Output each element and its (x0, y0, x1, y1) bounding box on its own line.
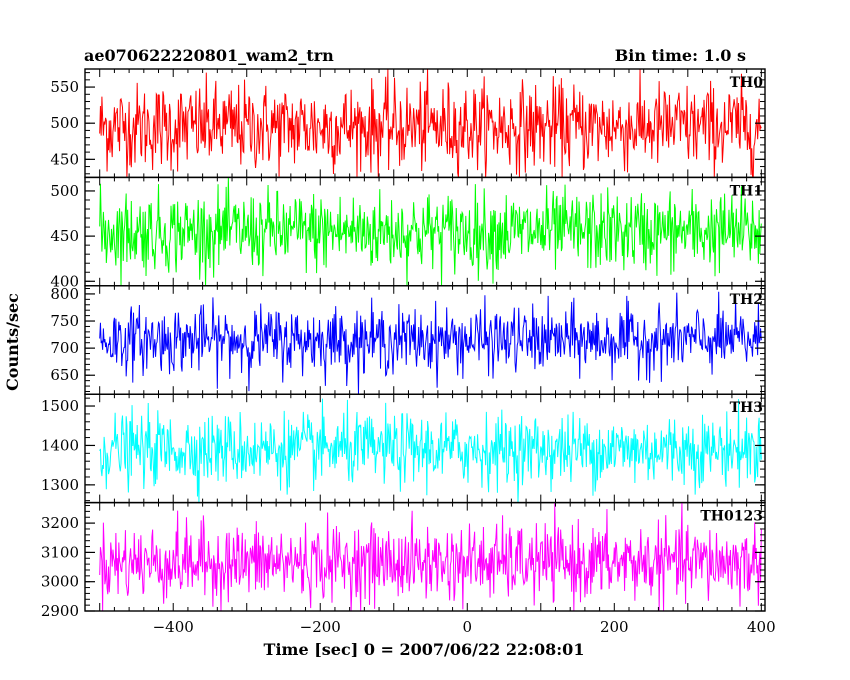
x-tick-label: −400 (153, 618, 194, 636)
y-tick-label: 1400 (41, 436, 79, 454)
y-tick-label: 750 (50, 312, 79, 330)
series-line-th0123 (99, 502, 762, 612)
bin-time-label: Bin time: 1.0 s (615, 46, 746, 65)
x-tick-label: 0 (462, 618, 472, 636)
panel-label-th2: TH2 (730, 292, 763, 308)
y-tick-label: 1300 (41, 476, 79, 494)
y-tick-label: 700 (50, 339, 79, 357)
y-tick-label: 800 (50, 285, 79, 303)
series-line-th0 (99, 68, 762, 178)
x-tick-label: 200 (600, 618, 629, 636)
y-tick-label: 550 (50, 78, 79, 96)
x-axis-label: Time [sec] 0 = 2007/06/22 22:08:01 (264, 640, 585, 659)
y-tick-label: 500 (50, 182, 79, 200)
panel-frame-th0123 (84, 501, 766, 612)
y-tick-label: 3200 (41, 514, 79, 532)
x-tick-label: 400 (747, 618, 776, 636)
series-line-th1 (99, 177, 762, 286)
y-tick-label: 500 (50, 114, 79, 132)
panel-label-th0: TH0 (730, 75, 764, 91)
y-tick-label: 650 (50, 366, 79, 384)
panel-label-th3: TH3 (730, 400, 763, 416)
y-tick-label: 400 (50, 272, 79, 290)
y-tick-label: 3100 (41, 543, 79, 561)
series-line-th3 (99, 398, 762, 503)
y-tick-label: 3000 (41, 573, 79, 591)
panel-label-th1: TH1 (730, 183, 763, 199)
y-tick-label: 2900 (41, 602, 79, 620)
y-tick-label: 1500 (41, 397, 79, 415)
y-tick-label: 450 (50, 227, 79, 245)
series-line-th2 (99, 291, 762, 395)
plot-area: TH0 450 500 550 TH1 400 450 500 TH2 650 700 750 800 T… (41, 68, 776, 636)
y-axis-label: Counts/sec (3, 293, 22, 391)
panel-label-th0123: TH0123 (700, 509, 763, 525)
x-tick-label: −200 (300, 618, 341, 636)
y-tick-label: 450 (50, 150, 79, 168)
chart-title: ae070622220801_wam2_trn (84, 46, 334, 65)
